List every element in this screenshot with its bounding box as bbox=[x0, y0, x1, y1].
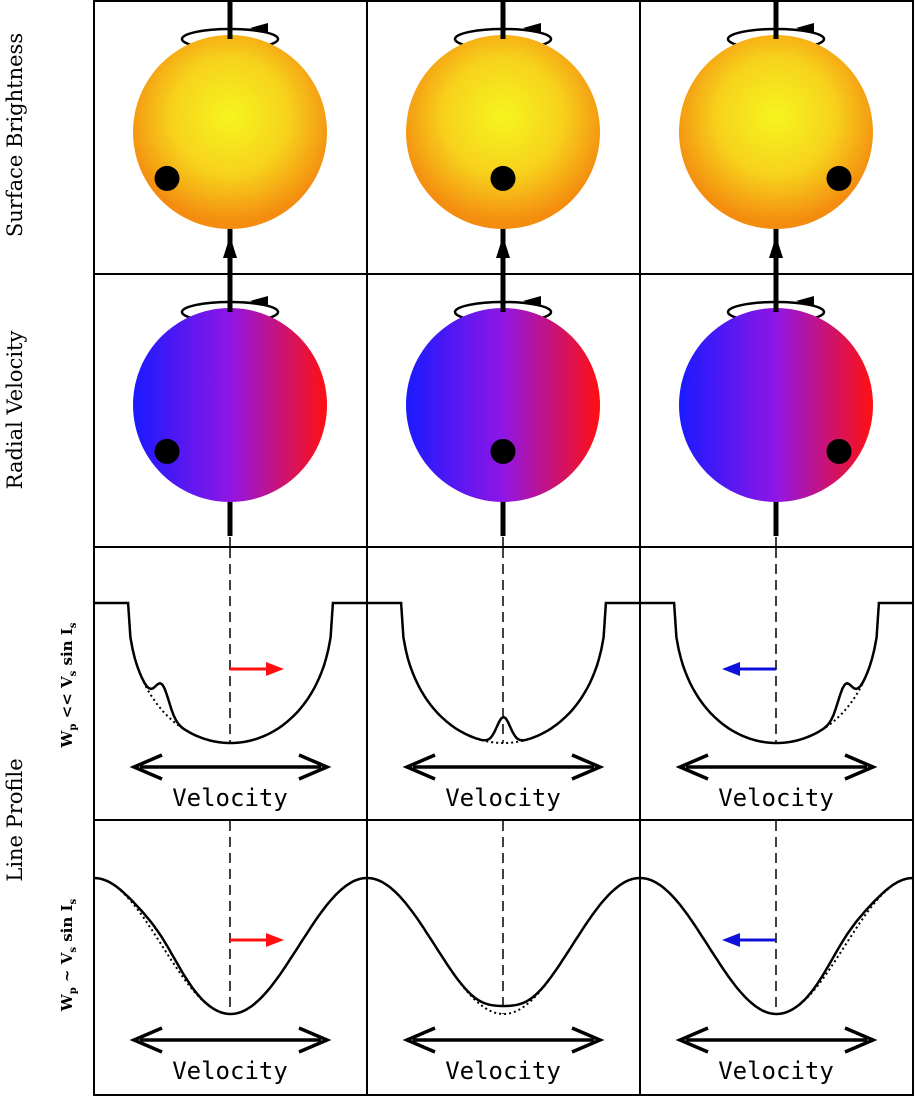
line-profile-panel bbox=[94, 548, 367, 781]
profile-unperturbed bbox=[367, 602, 640, 744]
redshift-arrow-head bbox=[266, 933, 284, 947]
profile-label-narrow: Wp << Vs sin Is bbox=[58, 622, 79, 748]
star-surface-brightness bbox=[679, 0, 873, 263]
arrowhead-left bbox=[129, 753, 163, 781]
star-disk bbox=[679, 308, 873, 502]
line-profile-panel bbox=[93, 821, 368, 1054]
blueshift-arrow-head bbox=[722, 933, 740, 947]
star-disk bbox=[133, 308, 327, 502]
line-profile-panel bbox=[639, 821, 914, 1054]
arrowhead-right bbox=[298, 1026, 332, 1054]
arrowhead-right bbox=[844, 1026, 878, 1054]
planet bbox=[154, 165, 180, 191]
arrowhead-right bbox=[571, 1026, 605, 1054]
velocity-label: Velocity bbox=[172, 1057, 288, 1085]
line-profile-panel bbox=[640, 548, 913, 781]
grid-frame bbox=[93, 0, 914, 1096]
rotation-arrowhead-icon bbox=[250, 23, 268, 34]
rotation-arrowhead-icon bbox=[796, 296, 814, 307]
rotation-arrowhead-icon bbox=[250, 296, 268, 307]
profile-unperturbed bbox=[640, 602, 913, 744]
profile-perturbed bbox=[93, 876, 368, 1016]
profile-unperturbed bbox=[639, 877, 914, 1016]
row-label-line-profile: Line Profile bbox=[3, 758, 27, 881]
arrowhead-right bbox=[844, 753, 878, 781]
profile-unperturbed bbox=[94, 602, 367, 744]
planet bbox=[490, 438, 516, 464]
line-profile-panel bbox=[367, 548, 640, 781]
star-radial-velocity bbox=[406, 236, 600, 536]
rotation-axis-arrow-icon bbox=[769, 236, 783, 258]
planet bbox=[826, 438, 852, 464]
velocity-label: Velocity bbox=[718, 1057, 834, 1085]
profile-perturbed bbox=[367, 601, 640, 742]
blueshift-arrow-head bbox=[722, 662, 740, 676]
arrowhead-left bbox=[402, 753, 436, 781]
star-radial-velocity bbox=[133, 236, 327, 536]
star-disk bbox=[679, 35, 873, 229]
row-label-radial-velocity: Radial Velocity bbox=[3, 331, 27, 490]
arrowhead-left bbox=[402, 1026, 436, 1054]
velocity-label: Velocity bbox=[718, 784, 834, 812]
panel-grid bbox=[93, 0, 914, 1054]
profile-unperturbed bbox=[366, 877, 641, 1016]
svg-text:Wp ~ Vs sin Is: Wp ~ Vs sin Is bbox=[58, 898, 79, 1012]
profile-perturbed bbox=[639, 876, 914, 1016]
star-surface-brightness bbox=[133, 0, 327, 263]
line-profile-panel bbox=[366, 821, 641, 1054]
velocity-label: Velocity bbox=[445, 1057, 561, 1085]
profile-label-wide: Wp ~ Vs sin Is bbox=[58, 898, 79, 1012]
arrowhead-left bbox=[129, 1026, 163, 1054]
arrowhead-right bbox=[298, 753, 332, 781]
star-surface-brightness bbox=[406, 0, 600, 263]
arrowhead-left bbox=[675, 1026, 709, 1054]
star-disk bbox=[133, 35, 327, 229]
star-disk bbox=[406, 308, 600, 502]
rotation-arrowhead-icon bbox=[523, 296, 541, 307]
profile-perturbed bbox=[640, 601, 913, 745]
planet bbox=[826, 165, 852, 191]
rotation-axis-arrow-icon bbox=[496, 236, 510, 258]
planet bbox=[490, 165, 516, 191]
rotation-arrowhead-icon bbox=[523, 23, 541, 34]
row-label-surface-brightness: Surface Brightness bbox=[3, 33, 27, 237]
star-radial-velocity bbox=[679, 236, 873, 536]
planet bbox=[154, 438, 180, 464]
redshift-arrow-head bbox=[266, 662, 284, 676]
profile-unperturbed bbox=[93, 877, 368, 1016]
velocity-label: Velocity bbox=[172, 784, 288, 812]
arrowhead-right bbox=[571, 753, 605, 781]
star-disk bbox=[406, 35, 600, 229]
svg-text:Wp << Vs sin Is: Wp << Vs sin Is bbox=[58, 622, 79, 748]
profile-perturbed bbox=[94, 601, 367, 745]
rotation-arrowhead-icon bbox=[796, 23, 814, 34]
arrowhead-left bbox=[675, 753, 709, 781]
velocity-label: Velocity bbox=[445, 784, 561, 812]
rotation-axis-arrow-icon bbox=[223, 236, 237, 258]
